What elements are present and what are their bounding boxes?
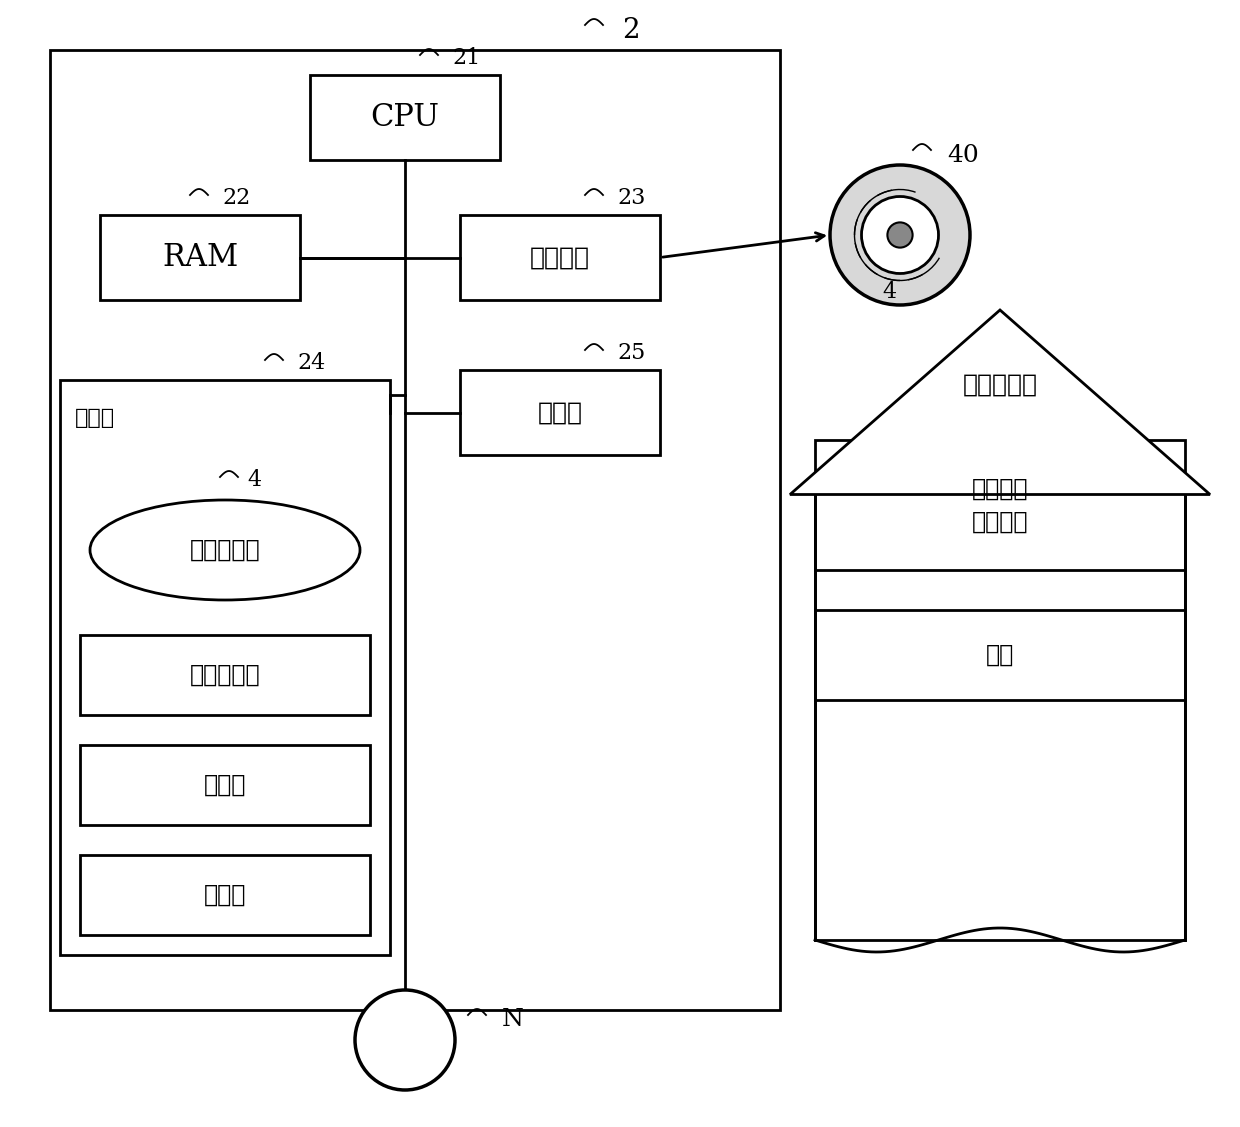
Bar: [815, 610, 1185, 700]
Text: 21: 21: [453, 47, 480, 69]
Circle shape: [830, 165, 970, 305]
Text: 4: 4: [882, 281, 897, 303]
Text: 计算机程序: 计算机程序: [190, 538, 260, 562]
Text: 判定: 判定: [986, 644, 1014, 667]
Text: 管理表: 管理表: [203, 882, 247, 907]
Bar: [81, 745, 370, 825]
Text: RAM: RAM: [162, 242, 238, 273]
Bar: [460, 370, 660, 455]
Text: 设定项目表: 设定项目表: [190, 663, 260, 687]
Text: 条件表: 条件表: [203, 773, 247, 797]
Bar: [81, 635, 370, 715]
Bar: [310, 76, 500, 160]
Bar: [815, 495, 1185, 940]
Text: 存储部: 存储部: [74, 408, 115, 428]
Polygon shape: [790, 310, 1210, 495]
Text: 通信部: 通信部: [537, 400, 583, 425]
Text: CPU: CPU: [371, 103, 439, 133]
Text: 2: 2: [622, 17, 640, 44]
Bar: [460, 215, 660, 300]
Bar: [50, 50, 780, 1010]
Bar: [60, 380, 391, 955]
Text: 4: 4: [247, 469, 262, 491]
Text: 计算机程序: 计算机程序: [962, 373, 1038, 397]
Text: 22: 22: [222, 187, 250, 208]
Ellipse shape: [91, 500, 360, 600]
Text: 24: 24: [298, 352, 325, 374]
Bar: [81, 855, 370, 935]
Text: 23: 23: [618, 187, 645, 208]
Text: N: N: [502, 1009, 523, 1031]
Circle shape: [862, 196, 939, 274]
Text: 驱动器部: 驱动器部: [529, 246, 590, 269]
Text: 40: 40: [947, 143, 978, 167]
Text: 发送设定
项目信息: 发送设定 项目信息: [972, 477, 1028, 534]
Circle shape: [355, 990, 455, 1090]
Text: 25: 25: [618, 341, 645, 364]
Circle shape: [888, 222, 913, 248]
Bar: [815, 440, 1185, 570]
Bar: [100, 215, 300, 300]
